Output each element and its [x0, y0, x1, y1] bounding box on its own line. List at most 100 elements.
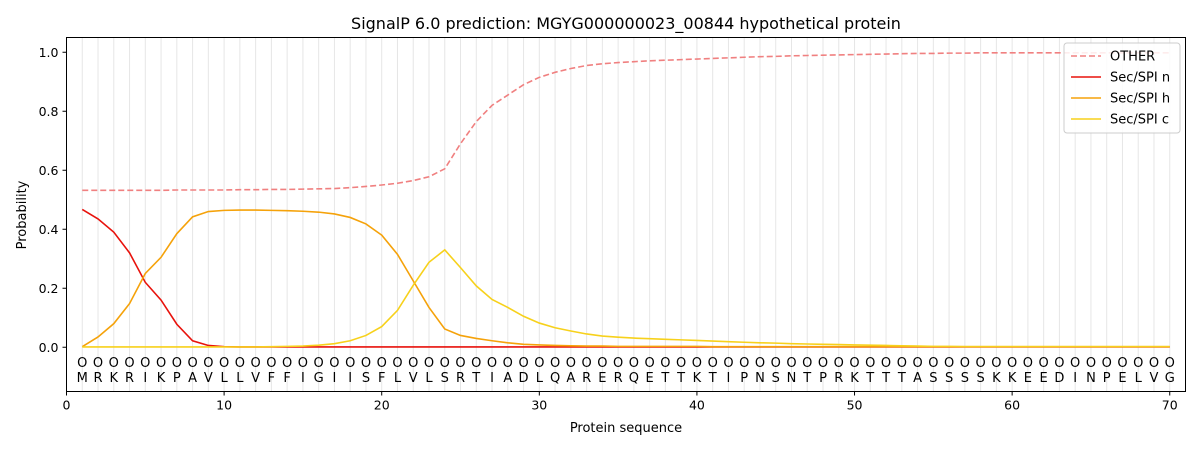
region-marker: O	[676, 356, 686, 371]
region-marker: O	[187, 356, 197, 371]
residue-label: A	[566, 371, 575, 386]
x-tick-label: 0	[63, 398, 71, 413]
region-marker: O	[1133, 356, 1143, 371]
region-marker: O	[172, 356, 182, 371]
residue-label: I	[727, 371, 731, 386]
region-marker: O	[361, 356, 371, 371]
region-marker: O	[408, 356, 418, 371]
region-marker: O	[203, 356, 213, 371]
residue-label: V	[251, 371, 260, 386]
x-tick-label: 30	[531, 398, 547, 413]
residue-label: T	[676, 371, 685, 386]
region-marker: O	[660, 356, 670, 371]
region-marker: O	[1054, 356, 1064, 371]
region-marker: O	[251, 356, 261, 371]
residue-label: I	[1073, 371, 1077, 386]
residue-label: S	[929, 371, 937, 386]
region-marker: O	[329, 356, 339, 371]
region-marker: O	[566, 356, 576, 371]
x-tick-label: 40	[689, 398, 705, 413]
residue-label: T	[881, 371, 890, 386]
residue-label: L	[425, 371, 433, 386]
region-marker: O	[77, 356, 87, 371]
region-marker: O	[534, 356, 544, 371]
x-tick-label: 50	[847, 398, 863, 413]
region-marker: O	[1086, 356, 1096, 371]
region-marker: O	[755, 356, 765, 371]
residue-label: G	[1165, 371, 1175, 386]
residue-label: F	[378, 371, 385, 386]
region-marker: O	[219, 356, 229, 371]
residue-label: V	[204, 371, 213, 386]
residue-label: I	[490, 371, 494, 386]
region-marker: O	[1165, 356, 1175, 371]
x-tick-label: 20	[374, 398, 390, 413]
residue-label: L	[220, 371, 228, 386]
region-marker: O	[298, 356, 308, 371]
region-marker: O	[802, 356, 812, 371]
region-marker: O	[645, 356, 655, 371]
series-lines	[81, 52, 1170, 348]
residue-label: I	[333, 371, 337, 386]
region-marker: O	[1007, 356, 1017, 371]
residue-label: I	[301, 371, 305, 386]
residue-label: S	[961, 371, 969, 386]
region-marker: O	[424, 356, 434, 371]
residue-label: Q	[629, 371, 639, 386]
x-tick-label: 70	[1162, 398, 1178, 413]
residue-label: P	[1103, 371, 1111, 386]
region-marker: O	[991, 356, 1001, 371]
y-tick-label: 0.6	[39, 163, 59, 178]
residue-label: E	[1024, 371, 1032, 386]
region-marker: O	[928, 356, 938, 371]
region-marker: O	[818, 356, 828, 371]
region-marker: O	[471, 356, 481, 371]
region-marker: O	[771, 356, 781, 371]
region-marker: O	[377, 356, 387, 371]
region-marker: O	[912, 356, 922, 371]
residue-label: S	[441, 371, 449, 386]
legend-label: Sec/SPI n	[1110, 71, 1170, 86]
residue-label: A	[188, 371, 197, 386]
plot-frame	[66, 37, 1186, 392]
region-marker: O	[865, 356, 875, 371]
residue-label: L	[1135, 371, 1143, 386]
residue-label: D	[1054, 371, 1064, 386]
region-marker: O	[550, 356, 560, 371]
region-marker: O	[455, 356, 465, 371]
x-tick-label: 10	[216, 398, 232, 413]
region-marker: O	[266, 356, 276, 371]
region-marker: O	[109, 356, 119, 371]
residue-label: T	[708, 371, 717, 386]
residue-label: T	[471, 371, 480, 386]
legend-label: Sec/SPI h	[1110, 92, 1170, 107]
region-marker: O	[345, 356, 355, 371]
residue-label: K	[1008, 371, 1017, 386]
residue-label: R	[93, 371, 102, 386]
region-marker: O	[235, 356, 245, 371]
region-marker: O	[629, 356, 639, 371]
legend: OTHER Sec/SPI n Sec/SPI h Sec/SPI c	[1063, 42, 1181, 134]
residue-label: E	[1040, 371, 1048, 386]
residue-label: T	[802, 371, 811, 386]
residue-label: S	[945, 371, 953, 386]
region-marker: O	[124, 356, 134, 371]
legend-label: Sec/SPI c	[1110, 113, 1169, 128]
region-marker: O	[282, 356, 292, 371]
y-tick-label: 0.2	[39, 281, 59, 296]
region-marker: O	[1039, 356, 1049, 371]
residue-label: R	[834, 371, 843, 386]
region-marker: O	[440, 356, 450, 371]
region-marker: O	[156, 356, 166, 371]
residue-label: T	[660, 371, 669, 386]
residue-label: L	[536, 371, 544, 386]
series-line-2	[81, 209, 1170, 348]
x-axis-label: Protein sequence	[570, 421, 682, 436]
legend-label: OTHER	[1110, 50, 1155, 65]
series-line-3	[82, 248, 1170, 348]
residue-label: R	[614, 371, 623, 386]
residue-label: N	[755, 371, 765, 386]
region-marker: O	[897, 356, 907, 371]
region-marker: O	[849, 356, 859, 371]
region-marker: O	[1023, 356, 1033, 371]
